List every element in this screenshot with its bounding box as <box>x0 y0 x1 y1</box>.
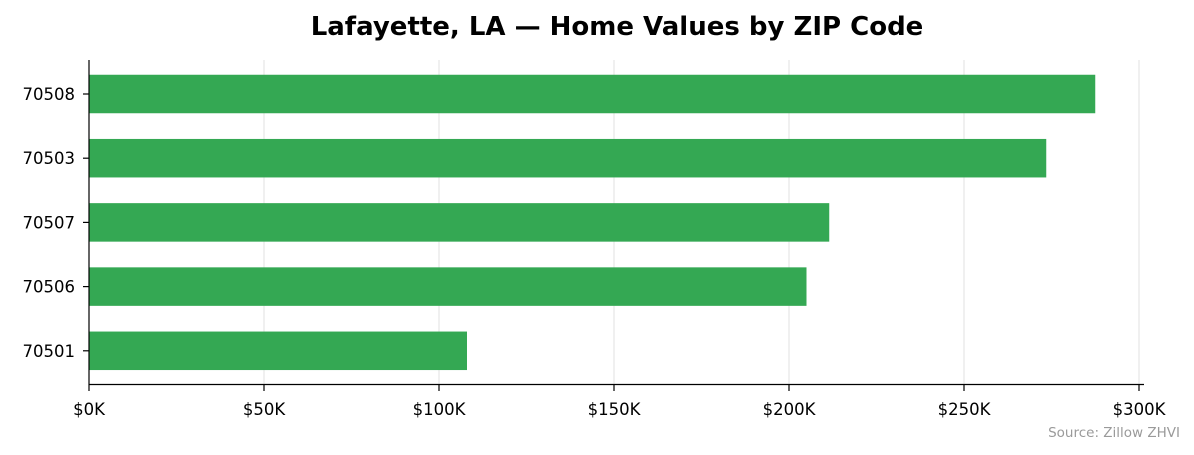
x-tick-label: $100K <box>413 400 467 419</box>
bar-70506 <box>89 267 807 306</box>
y-tick-label: 70503 <box>23 149 76 168</box>
x-tick-label: $50K <box>243 400 286 419</box>
y-tick-label: 70508 <box>23 85 76 104</box>
y-tick-label: 70506 <box>23 278 76 297</box>
chart-title: Lafayette, LA — Home Values by ZIP Code <box>311 12 924 42</box>
source-note: Source: Zillow ZHVI <box>1048 425 1180 441</box>
x-tick-label: $300K <box>1113 400 1167 419</box>
bar-70507 <box>89 203 830 242</box>
x-tick-label: $0K <box>73 400 106 419</box>
x-tick-label: $250K <box>938 400 992 419</box>
x-tick-label: $200K <box>763 400 817 419</box>
y-tick-label: 70501 <box>23 342 76 361</box>
bars <box>89 74 1096 371</box>
bar-70503 <box>89 138 1047 178</box>
bar-70501 <box>89 331 467 371</box>
x-tick-label: $150K <box>588 400 642 419</box>
y-ticks: 70508 70503 70507 70506 70501 <box>23 85 89 361</box>
bar-70508 <box>89 74 1096 114</box>
y-tick-label: 70507 <box>23 213 76 232</box>
x-ticks: $0K $50K $100K $150K $200K $250K $300K <box>73 384 1167 419</box>
